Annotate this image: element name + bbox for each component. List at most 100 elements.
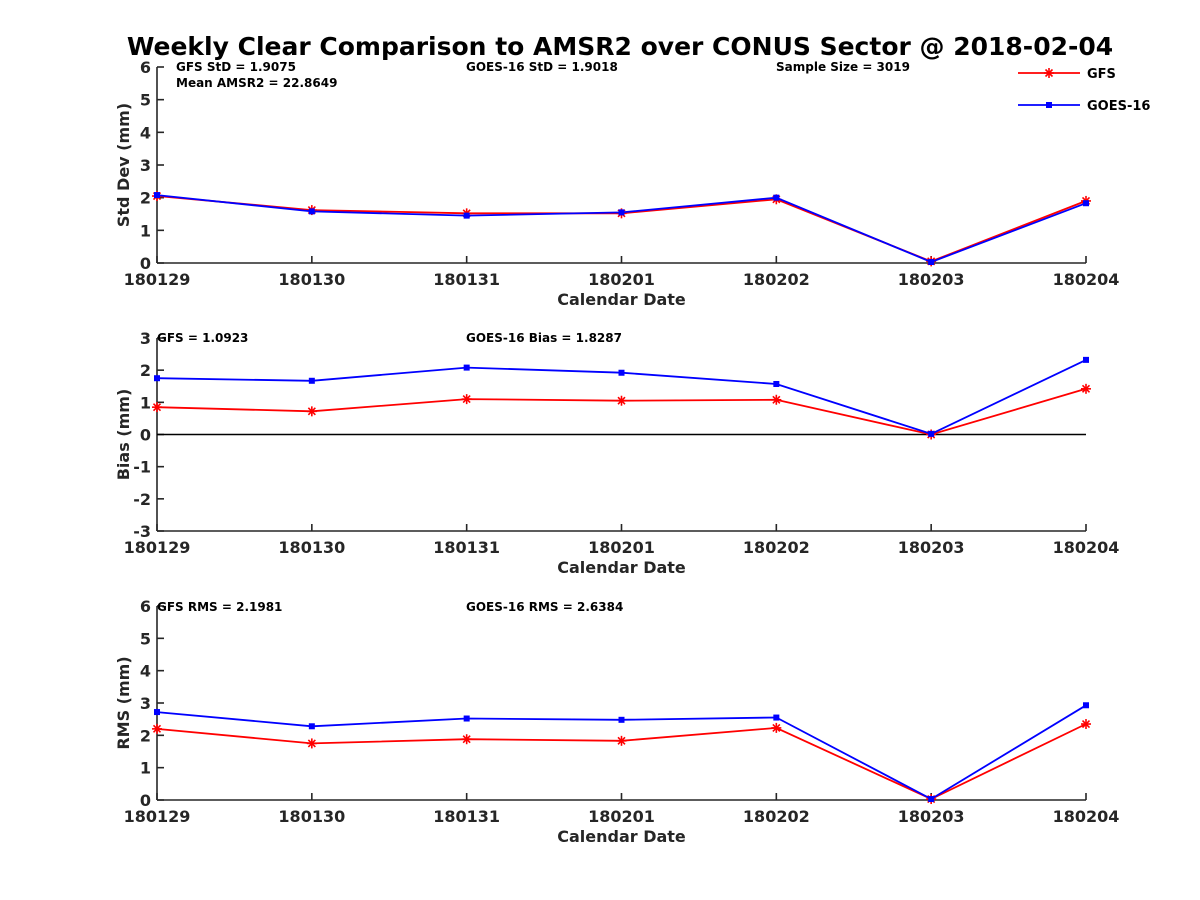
series-line (156, 194, 1087, 263)
legend-item-gfs: GFS (1018, 67, 1116, 82)
data-point (1081, 719, 1091, 730)
data-point (461, 394, 472, 405)
x-axis-label: Calendar Date (557, 290, 686, 309)
chart-panel-3: 0 1 2 3 4 5 6 180129 180130 180131 180201 180202 180… (114, 597, 1119, 846)
stat-annotation: GFS StD = 1.9075 (176, 60, 296, 74)
data-point (618, 369, 625, 376)
data-point (771, 394, 782, 405)
y-tick-label: 0 (140, 426, 151, 445)
stat-annotation: GOES-16 Bias = 1.8287 (466, 331, 622, 345)
y-tick-label: 3 (140, 156, 151, 175)
data-point (1083, 200, 1089, 207)
y-tick-label: 2 (140, 189, 151, 208)
x-tick-label: 180129 (124, 538, 191, 557)
y-tick-label: -1 (133, 458, 151, 477)
legend-label: GOES-16 (1087, 99, 1150, 114)
y-tick-label: 6 (140, 58, 151, 77)
x-axis-label: Calendar Date (557, 558, 686, 577)
stat-annotation: GOES-16 StD = 1.9018 (466, 60, 618, 74)
x-tick-label: 180203 (898, 538, 965, 557)
y-axis-label: RMS (mm) (114, 656, 133, 749)
y-tick-label: 2 (140, 361, 151, 380)
x-tick-label: 180131 (433, 807, 500, 826)
y-tick-label: -3 (133, 522, 151, 541)
x-tick-label: 180130 (278, 538, 345, 557)
x-axis-label: Calendar Date (557, 827, 686, 846)
stat-annotation: GFS = 1.0923 (157, 331, 248, 345)
legend-item-goes-16: GOES-16 (1018, 99, 1150, 114)
data-point (773, 380, 780, 387)
data-point (1083, 702, 1089, 709)
stat-annotation: GFS RMS = 2.1981 (157, 600, 282, 614)
x-tick-label: 180204 (1053, 807, 1120, 826)
data-point (463, 364, 470, 371)
data-point (154, 192, 160, 199)
legend: GFS GOES-16 (1018, 67, 1150, 114)
x-tick-label: 180131 (433, 270, 500, 289)
y-tick-label: 4 (140, 123, 151, 142)
x-tick-label: 180204 (1053, 538, 1120, 557)
series-line (156, 387, 1087, 436)
y-tick-label: 3 (140, 694, 151, 713)
data-point (616, 395, 627, 406)
data-point (152, 402, 162, 413)
x-tick-label: 180201 (588, 538, 655, 557)
chart-panel-1: 0 1 2 3 4 5 6 180129 180130 180131 180201 180202 180… (114, 58, 1119, 309)
stat-annotation: Sample Size = 3019 (776, 60, 910, 74)
y-tick-label: 0 (140, 791, 151, 810)
y-axis-label: Std Dev (mm) (114, 103, 133, 227)
data-point (463, 212, 470, 219)
data-point (928, 430, 935, 437)
data-point (308, 723, 315, 730)
data-point (773, 714, 780, 721)
series-gfs (152, 719, 1091, 805)
stat-annotation: GOES-16 RMS = 2.6384 (466, 600, 623, 614)
data-point (616, 735, 627, 746)
data-point (773, 194, 780, 201)
series-line (156, 723, 1087, 800)
x-tick-label: 180202 (743, 538, 810, 557)
data-point (1081, 383, 1091, 394)
y-tick-label: 1 (140, 221, 151, 240)
data-point (618, 716, 625, 723)
stat-annotation: Mean AMSR2 = 22.8649 (176, 76, 337, 90)
data-point (308, 377, 315, 384)
y-tick-label: 3 (140, 329, 151, 348)
data-point (928, 259, 935, 266)
chart-panel-2: -3 -2 -1 0 1 2 3 180129 180130 180131 180201 180202… (114, 329, 1119, 577)
y-tick-label: 5 (140, 91, 151, 110)
data-point (152, 723, 162, 734)
y-tick-label: -2 (133, 490, 151, 509)
y-tick-label: 1 (140, 759, 151, 778)
series-gfs (152, 383, 1091, 440)
chart-panels: 0 1 2 3 4 5 6 180129 180130 180131 180201 180202 180… (114, 58, 1119, 846)
x-tick-label: 180201 (588, 807, 655, 826)
data-point (771, 722, 782, 733)
data-point (306, 738, 317, 749)
legend-label: GFS (1087, 67, 1116, 82)
x-tick-label: 180130 (278, 807, 345, 826)
y-tick-label: 0 (140, 254, 151, 273)
legend-marker-asterisk (1044, 68, 1054, 78)
x-tick-label: 180204 (1053, 270, 1120, 289)
x-tick-label: 180129 (124, 807, 191, 826)
series-goes-16 (154, 356, 1089, 437)
data-point (1083, 356, 1089, 363)
y-tick-label: 6 (140, 597, 151, 616)
series-goes-16 (154, 702, 1089, 803)
y-tick-label: 1 (140, 393, 151, 412)
y-tick-label: 4 (140, 662, 151, 681)
x-tick-label: 180130 (278, 270, 345, 289)
x-tick-label: 180203 (898, 807, 965, 826)
figure-title: Weekly Clear Comparison to AMSR2 over CO… (127, 32, 1113, 61)
legend-marker-square (1046, 102, 1052, 108)
data-point (461, 734, 472, 745)
data-point (308, 208, 315, 215)
data-point (154, 375, 160, 382)
x-tick-label: 180203 (898, 270, 965, 289)
x-tick-label: 180131 (433, 538, 500, 557)
x-tick-label: 180202 (743, 270, 810, 289)
series-goes-16 (154, 192, 1089, 266)
data-point (928, 796, 935, 803)
